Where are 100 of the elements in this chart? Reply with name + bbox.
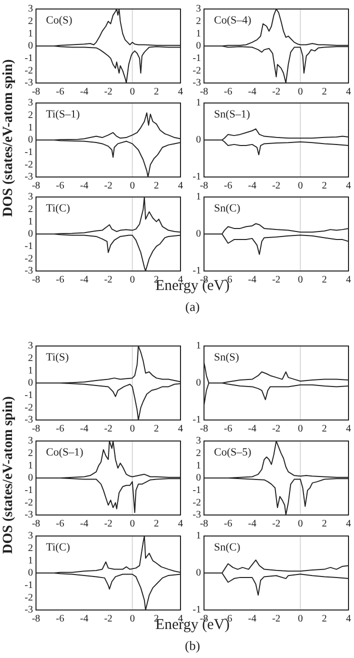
text: Sn(S) — [214, 351, 240, 364]
y-tick-label: 1 — [28, 122, 33, 134]
x-tick-label: -4 — [80, 518, 88, 530]
y-tick-label: 1 — [196, 530, 201, 542]
x-tick-label: 0 — [298, 86, 303, 98]
y-tick-label: -3 — [24, 78, 33, 89]
x-tick-label: -8 — [32, 86, 40, 98]
y-tick-label: 1 — [28, 365, 33, 376]
y-tick-label: 2 — [196, 448, 201, 459]
x-tick-label: 0 — [130, 518, 135, 530]
y-tick-label: 0 — [28, 568, 33, 579]
x-tick-label: -6 — [224, 424, 232, 435]
x-tick-label: 2 — [154, 424, 159, 435]
x-tick-label: -8 — [32, 424, 40, 435]
x-tick-label: 4 — [178, 518, 183, 530]
x-tick-label: -6 — [56, 180, 64, 192]
y-axis-title: DOS (states/eV-atom spin) — [1, 58, 17, 219]
x-tick-label: 2 — [154, 518, 159, 530]
x-tick-label: 0 — [130, 424, 135, 435]
x-tick-label: -6 — [224, 86, 232, 98]
x-tick-label: 0 — [130, 274, 135, 286]
x-tick-label: -2 — [104, 424, 112, 435]
x-tick-label: -4 — [248, 180, 256, 192]
y-tick-label: 0 — [28, 378, 33, 389]
y-tick-label: 3 — [28, 4, 33, 15]
x-tick-label: 0 — [130, 180, 135, 192]
y-tick-label: -2 — [192, 497, 201, 508]
text: Ti(S–1) — [46, 108, 80, 120]
y-tick-label: 0 — [196, 134, 201, 146]
y-tick-label: 1 — [28, 28, 33, 40]
y-tick-label: -3 — [24, 510, 33, 521]
y-tick-label: -1 — [24, 52, 33, 64]
y-tick-label: 0 — [196, 378, 201, 389]
x-tick-label: -2 — [104, 274, 112, 286]
x-tick-label: 4 — [346, 614, 351, 625]
text: Co(S) — [46, 14, 73, 26]
x-tick-label: -6 — [56, 86, 64, 98]
x-tick-label: -6 — [56, 274, 64, 286]
y-tick-label: 2 — [28, 542, 33, 554]
x-tick-label: 2 — [322, 614, 327, 625]
x-tick-label: -4 — [80, 180, 88, 192]
x-tick-label: 0 — [130, 614, 135, 625]
x-tick-label: -2 — [104, 86, 112, 98]
x-tick-label: -6 — [56, 518, 64, 530]
x-tick-label: -8 — [32, 274, 40, 286]
y-tick-label: -3 — [24, 604, 33, 616]
y-tick-label: -2 — [24, 592, 33, 604]
x-tick-label: -4 — [248, 274, 256, 286]
x-tick-label: -2 — [272, 86, 280, 98]
y-tick-label: -1 — [192, 604, 201, 616]
y-tick-label: -1 — [192, 484, 201, 496]
text: Ti(C) — [46, 541, 70, 554]
y-tick-label: 1 — [28, 555, 33, 566]
y-tick-label: 1 — [196, 28, 201, 40]
x-tick-label: 0 — [298, 274, 303, 286]
x-tick-label: -2 — [272, 424, 280, 435]
x-tick-label: -4 — [248, 614, 256, 625]
x-tick-label: 4 — [346, 180, 351, 192]
y-tick-label: 2 — [28, 16, 33, 27]
x-tick-label: 0 — [298, 518, 303, 530]
text: Co(S–1) — [46, 446, 84, 458]
y-tick-label: 0 — [196, 40, 201, 52]
x-tick-label: -6 — [224, 180, 232, 192]
y-tick-label: -3 — [24, 414, 33, 426]
x-tick-label: 4 — [178, 180, 183, 192]
x-tick-label: -4 — [248, 424, 256, 435]
x-tick-label: 0 — [130, 86, 135, 98]
y-tick-label: -2 — [24, 65, 33, 76]
y-tick-label: -2 — [24, 253, 33, 264]
y-tick-label: 3 — [196, 4, 201, 15]
x-tick-label: 0 — [298, 180, 303, 192]
x-tick-label: 4 — [178, 86, 183, 98]
x-tick-label: -4 — [80, 86, 88, 98]
y-tick-label: 0 — [196, 472, 201, 484]
x-tick-label: -4 — [80, 424, 88, 435]
y-tick-label: 0 — [28, 134, 33, 146]
text: Sn(C) — [214, 202, 241, 214]
y-tick-label: -3 — [24, 172, 33, 183]
y-tick-label: -1 — [24, 484, 33, 496]
y-tick-label: -1 — [24, 146, 33, 158]
x-tick-label: 0 — [298, 424, 303, 435]
x-tick-label: 4 — [346, 86, 351, 98]
text: Ti(S) — [46, 351, 70, 364]
y-tick-label: 3 — [28, 530, 33, 542]
x-tick-label: -8 — [32, 614, 40, 625]
y-tick-label: 1 — [28, 216, 33, 228]
y-tick-label: 2 — [28, 110, 33, 121]
x-tick-label: -8 — [200, 518, 208, 530]
x-tick-label: 4 — [346, 424, 351, 435]
x-tick-label: 2 — [322, 424, 327, 435]
text: Ti(C) — [46, 202, 70, 214]
x-tick-label: -4 — [248, 518, 256, 530]
x-tick-label: -2 — [272, 274, 280, 286]
x-tick-label: -8 — [200, 86, 208, 98]
x-tick-label: -4 — [80, 274, 88, 286]
x-tick-label: -2 — [104, 614, 112, 625]
x-tick-label: -6 — [224, 518, 232, 530]
y-tick-label: 1 — [28, 460, 33, 472]
y-tick-label: 3 — [28, 340, 33, 352]
x-tick-label: -4 — [248, 86, 256, 98]
